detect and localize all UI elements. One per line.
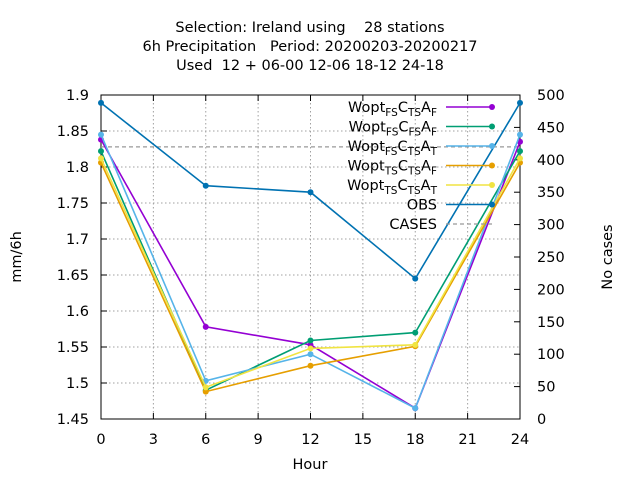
y2-axis-label: No cases [600,224,616,289]
x-tick-label: 9 [254,432,263,448]
y-tick-label: 1.7 [66,232,89,248]
y-tick-label: 1.55 [57,340,89,356]
y2-tick-label: 450 [537,120,565,136]
y2-tick-label: 100 [537,347,565,363]
y2-tick-label: 50 [537,380,555,396]
x-tick-label: 3 [149,432,158,448]
data-point [307,351,314,358]
data-point [517,155,523,162]
data-point [202,388,209,395]
chart-title-line-3: Used 12 + 06-00 12-06 18-12 24-18 [176,58,444,74]
legend-sample-point [489,123,495,130]
x-tick-label: 18 [406,432,424,448]
data-point [412,341,419,348]
y2-tick-label: 150 [537,315,565,331]
y-tick-label: 1.65 [57,268,89,284]
data-point [202,182,209,189]
data-point [517,148,523,155]
legend: WoptFSCTSAFWoptFSCFSAFWoptFSCTSATWoptTSC… [347,100,495,233]
grid-lines [101,95,520,419]
data-point [202,323,209,330]
legend-sample-point [489,182,495,188]
legend-sample-point [489,201,495,208]
data-point [412,275,419,282]
legend-label: WoptFSCTSAF [348,100,437,119]
legend-label: WoptTSCTSAT [347,178,437,197]
x-axis-label: Hour [293,457,328,473]
legend-label: WoptTSCTSAF [347,159,437,178]
y2-tick-label: 400 [537,153,565,169]
x-tick-label: 0 [96,432,105,448]
x-tick-label: 24 [511,432,529,448]
y-tick-label: 1.5 [66,376,89,392]
legend-label: CASES [389,217,437,233]
data-point [412,405,419,412]
x-tick-label: 12 [301,432,319,448]
y-axis-label: mm/6h [9,231,25,283]
chart-title-line-2: 6h Precipitation Period: 20200203-202002… [142,39,477,55]
data-point [202,384,209,391]
data-point [307,189,314,196]
x-tick-label: 21 [458,432,476,448]
series-line-3 [100,162,521,393]
y2-tick-label: 200 [537,282,565,298]
data-point [307,345,314,352]
legend-label: OBS [407,198,437,214]
data-point [307,337,314,344]
data-point [98,148,104,155]
legend-label: WoptFSCTSAT [348,139,438,158]
y2-tick-label: 300 [537,218,565,234]
x-tick-label: 6 [201,432,210,448]
legend-sample-point [489,143,495,149]
data-point [307,362,314,369]
y-tick-label: 1.85 [57,124,89,140]
legend-sample-point [489,162,495,169]
y2-tick-label: 0 [537,412,546,428]
legend-sample-point [489,104,495,110]
data-point [98,99,104,106]
y2-tick-label: 250 [537,250,565,266]
data-point [517,131,523,138]
y-tick-label: 1.9 [66,88,89,104]
y2-tick-label: 500 [537,88,565,104]
data-point [98,155,104,162]
data-point [98,131,104,138]
y-tick-label: 1.45 [57,412,89,428]
y-tick-label: 1.75 [57,196,89,212]
y2-tick-label: 350 [537,185,565,201]
series-group [98,99,523,412]
y-tick-label: 1.8 [66,160,89,176]
data-point [412,329,419,336]
x-tick-label: 15 [354,432,372,448]
y-tick-label: 1.6 [66,304,89,320]
chart-title-line-1: Selection: Ireland using 28 stations [175,20,444,36]
axis-ticks: 0 3 6 9 12 15 18 21 24 1.45 1.5 1.55 1.6 1.65 1.7 1.75 1… [57,88,565,448]
legend-label: WoptFSCFSAF [349,120,437,139]
data-point [517,99,523,106]
